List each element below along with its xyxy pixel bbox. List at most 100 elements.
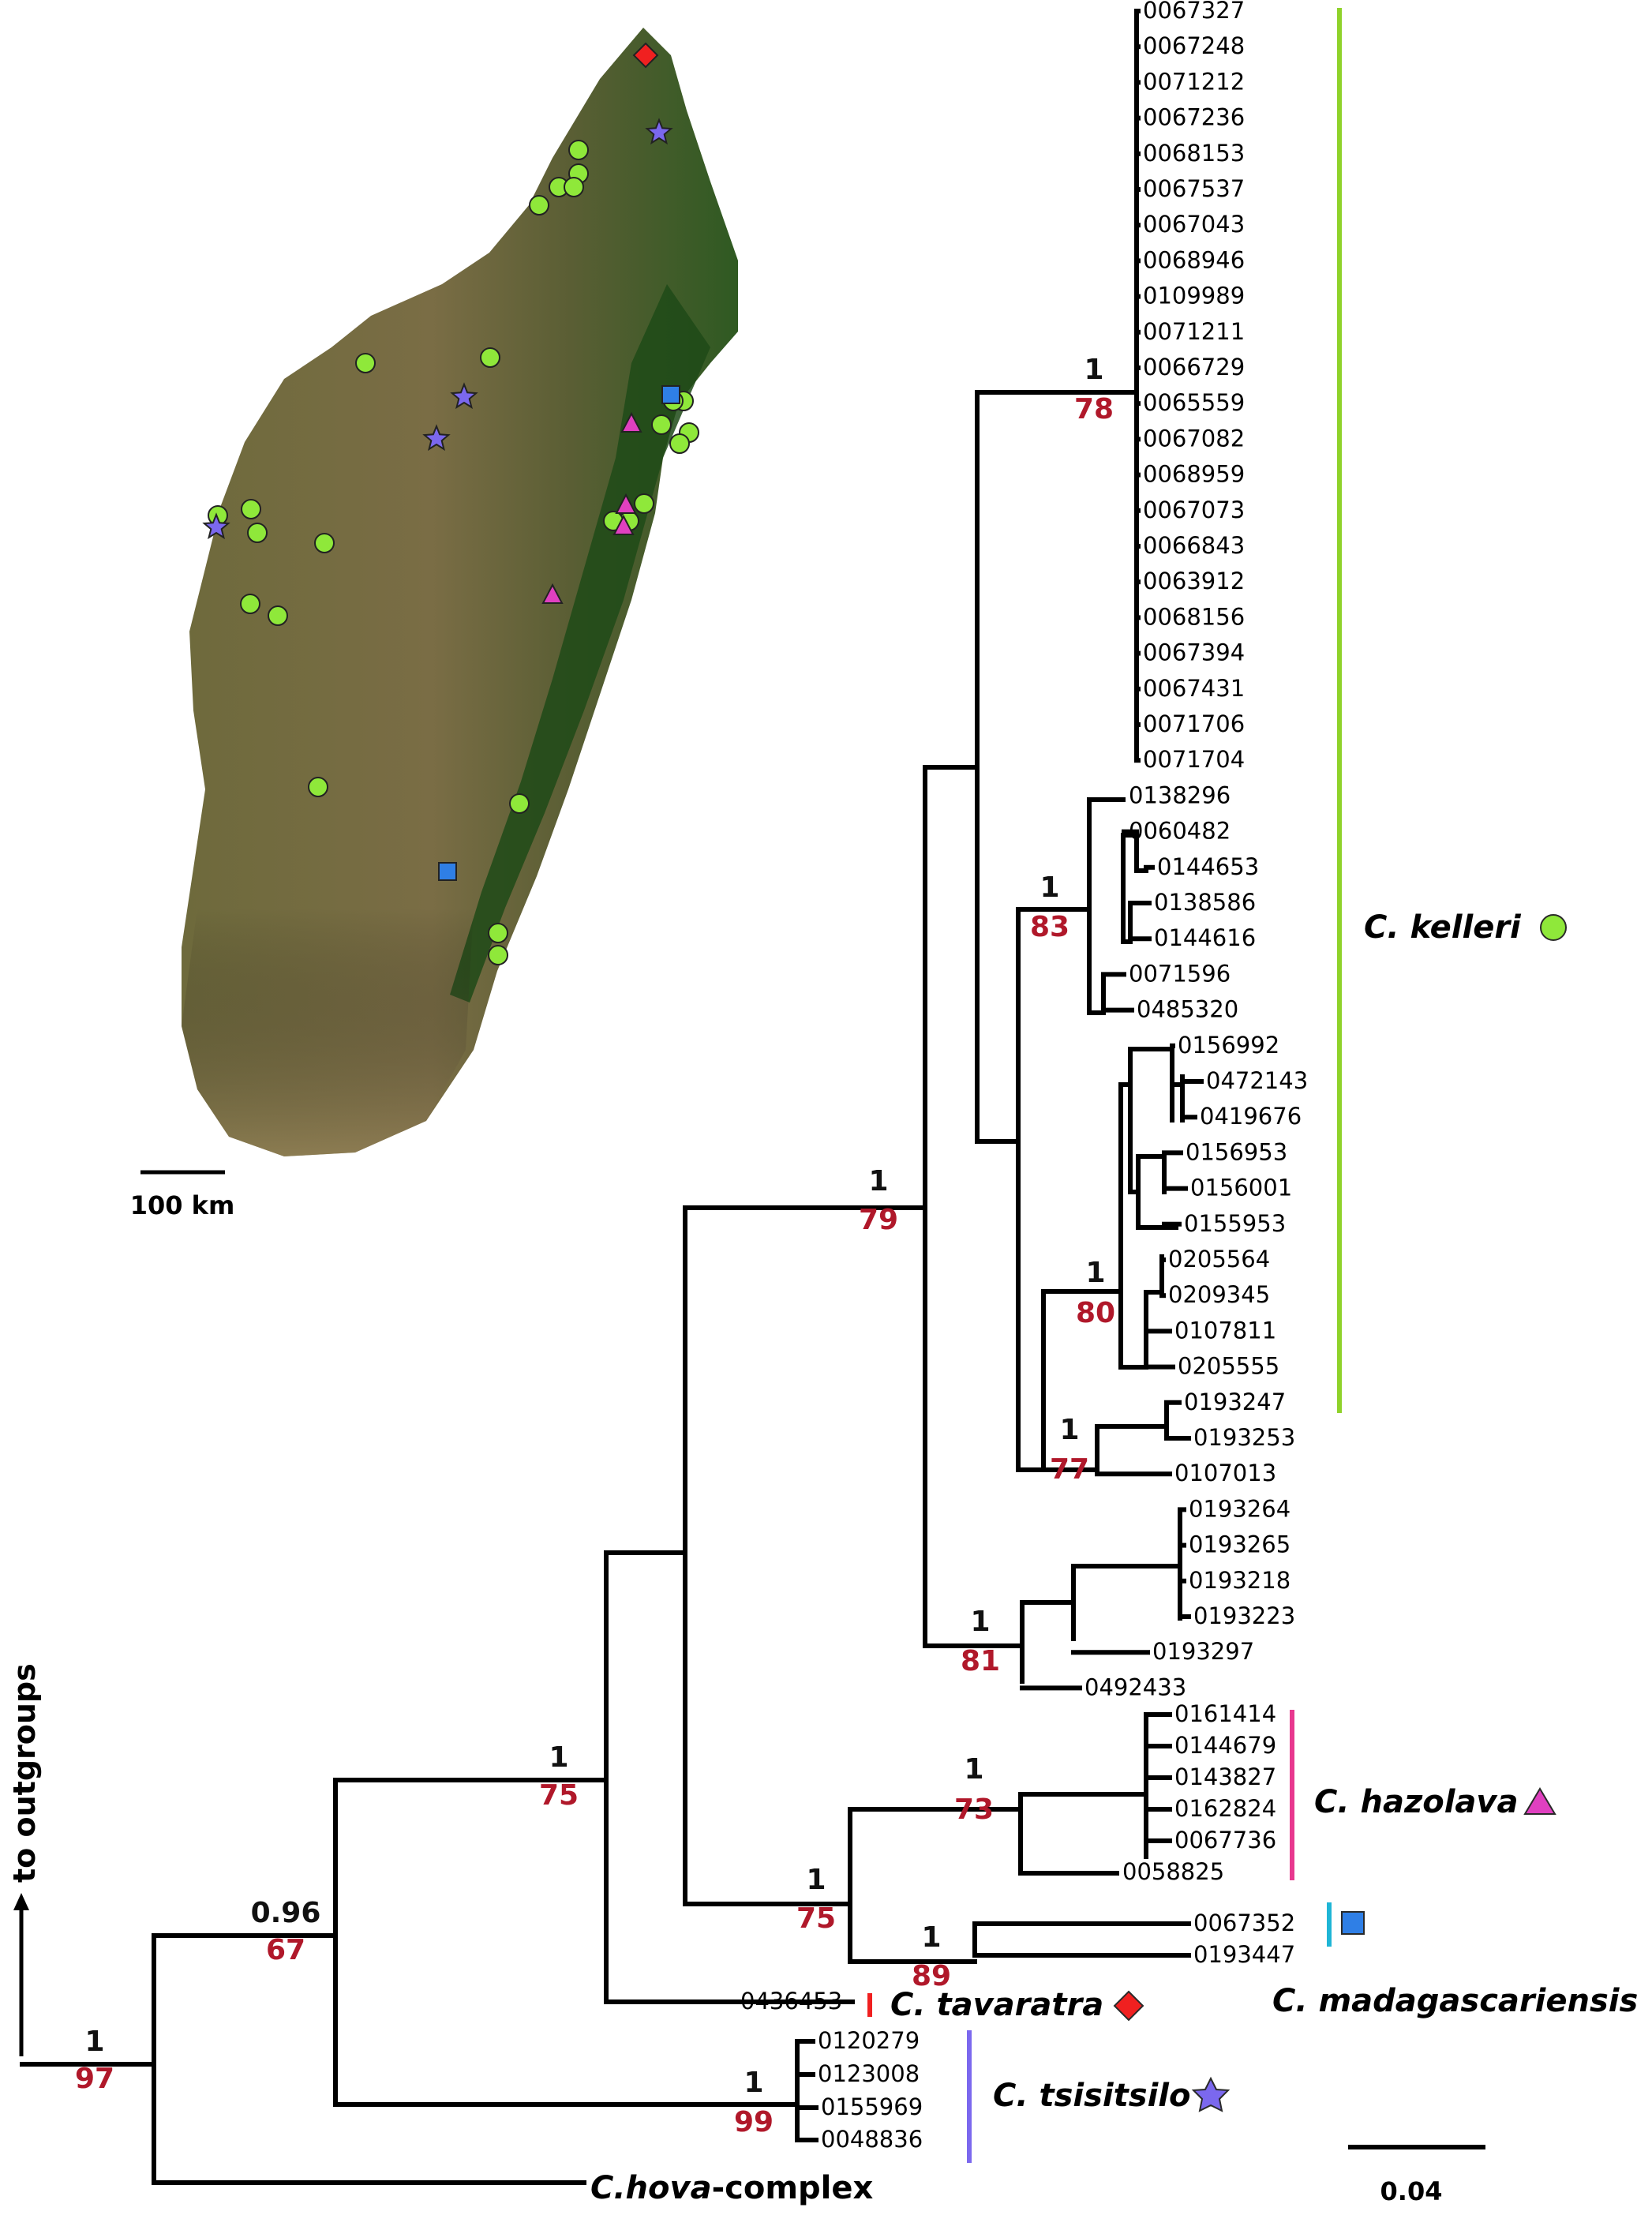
tip-label: 0065559 [1143,389,1245,416]
kelleri-marker [669,433,690,454]
hazolava-marker [541,583,564,604]
tip-label: 0068946 [1143,246,1245,273]
kelleri-marker [488,923,508,943]
tip-label: 0067352 [1193,1910,1295,1936]
tip-label: 0193297 [1152,1638,1254,1665]
tip-label: 0155953 [1184,1210,1286,1237]
tip-label: 0067327 [1143,0,1245,24]
posterior-probability-label: 1 [1085,1257,1105,1289]
bootstrap-label: 75 [539,1779,579,1812]
tip-label: 0067082 [1143,425,1245,452]
hazolava-marker [615,493,637,514]
species-label-tsisitsilo: C. tsisitsilo [993,2078,1190,2114]
bootstrap-label: 97 [75,2063,114,2095]
tip-label: 0058825 [1122,1858,1224,1885]
kelleri-marker [564,177,584,197]
tip-label: 0063912 [1143,568,1245,594]
posterior-probability-label: 1 [1084,354,1103,386]
species-label-madagascariensis: C. madagascariensis [1272,1983,1638,2019]
tip-label: 0067431 [1143,675,1245,702]
madagascariensis-marker [438,862,457,881]
scale-bar: 100 km [130,1170,235,1220]
kelleri-marker [355,353,376,373]
hazolava-marker [620,411,642,433]
tip-label: 0068959 [1143,461,1245,488]
bootstrap-label: 80 [1076,1297,1115,1329]
posterior-probability-label: 1 [1059,1414,1079,1446]
tip-label: 0067043 [1143,211,1245,238]
tip-label: 0193247 [1184,1389,1286,1415]
tip-label: 0193264 [1189,1495,1291,1522]
tip-label: 0067394 [1143,639,1245,666]
tip-label: 0060482 [1129,818,1231,845]
tip-label: 0485320 [1137,996,1238,1023]
kelleri-marker [651,414,672,435]
bootstrap-label: 81 [961,1645,1000,1677]
tip-label: 0155969 [821,2093,923,2120]
kelleri-marker [529,195,549,216]
tip-label: 0071212 [1143,68,1245,95]
tip-label: 0143827 [1174,1763,1276,1790]
tip-label: 0193223 [1193,1602,1295,1629]
tip-label: 0205555 [1178,1353,1279,1380]
tip-label: 0067537 [1143,175,1245,202]
tip-label: 0138296 [1129,781,1231,808]
tip-label: 0144679 [1174,1732,1276,1759]
tip-label: 0066843 [1143,532,1245,559]
kelleri-marker [308,777,328,797]
locality-markers [202,42,699,965]
eastern-forest-belt [450,284,710,1003]
tip-label: 0109989 [1143,283,1245,309]
kelleri-marker [488,945,508,965]
tip-labels: 0067327 0067248 0071212 0067236 0068153 00675… [740,0,1308,2153]
tip-label: 0068156 [1143,603,1245,630]
tsisitsilo-marker [450,382,478,410]
posterior-probability-label: 1 [970,1606,990,1638]
posterior-probability-label: 1 [549,1741,568,1774]
outgroup-arrow: to outgroups [7,1663,42,2056]
tip-label: 0107811 [1174,1317,1276,1344]
tip-label: 0071596 [1129,960,1231,987]
tip-label: 0067736 [1174,1827,1276,1853]
tip-label: 0162824 [1174,1795,1276,1822]
tip-label: 0193447 [1193,1941,1295,1968]
bootstrap-label: 77 [1050,1453,1089,1486]
species-label-hazolava: C. hazolava [1314,1784,1518,1820]
outgroup-label: to outgroups [7,1663,42,1883]
tip-label: 0144653 [1157,853,1259,880]
tree-scale-label: 0.04 [1380,2176,1443,2206]
bootstrap-label: 83 [1030,911,1069,943]
tip-label: 0436453 [740,1988,842,2014]
kelleri-marker [241,499,261,519]
species-label-tavaratra: C. tavaratra [890,1987,1103,2023]
tip-label: 0048836 [821,2126,923,2153]
kelleri-marker [247,523,268,543]
tip-label: 0066729 [1143,354,1245,380]
tavaratra-marker [632,42,659,69]
tip-label: 0071706 [1143,710,1245,737]
arrow-up-icon [13,1893,29,1910]
bootstrap-label: 73 [954,1793,994,1826]
bootstrap-label: 67 [266,1934,305,1966]
tip-label: 0193253 [1193,1424,1295,1451]
tip-label: 0071704 [1143,746,1245,773]
tip-label: 0156001 [1190,1175,1292,1201]
posterior-probability-label: 1 [964,1753,983,1786]
kelleri-marker [568,140,589,160]
tip-label: 0144616 [1154,924,1256,951]
tip-label: 0067073 [1143,497,1245,523]
posterior-probability-label: 1 [84,2026,104,2058]
posterior-probability-label: 1 [1040,871,1059,904]
bootstrap-label: 75 [796,1902,836,1935]
kelleri-marker [314,533,335,553]
tip-label: 0067248 [1143,32,1245,59]
posterior-probability-label: 1 [921,1921,941,1954]
kelleri-circle-icon [1540,914,1567,941]
scale-bar-label: 100 km [130,1190,235,1220]
bootstrap-label: 99 [734,2106,774,2138]
tip-label: 0120279 [818,2027,920,2054]
tip-label: 0161414 [1174,1700,1276,1727]
hazolava-triangle-icon [1523,1787,1556,1815]
